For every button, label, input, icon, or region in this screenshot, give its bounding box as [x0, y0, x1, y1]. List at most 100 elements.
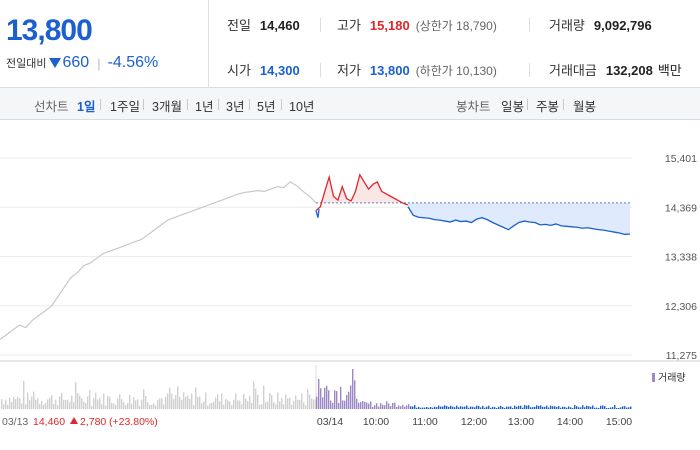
volume-bar: [380, 403, 382, 409]
change-divider: |: [97, 55, 101, 71]
volume-bar: [522, 407, 524, 409]
tab-5years[interactable]: 5년: [257, 100, 276, 114]
volume-bar: [572, 407, 574, 409]
volume-bar: [133, 397, 135, 409]
volume-bar: [255, 388, 257, 409]
open-dip-line: [315, 209, 320, 218]
volume-bar: [113, 403, 115, 409]
volume-bar: [516, 406, 518, 409]
tab-10years[interactable]: 10년: [289, 100, 315, 114]
volume-bar: [31, 396, 33, 409]
tab-1day[interactable]: 1일: [77, 100, 96, 114]
stat-trade-value: 거래대금 132,208 백만: [549, 60, 682, 79]
y-tick-label: 12,306: [665, 301, 697, 313]
volume-bar: [149, 404, 151, 409]
volume-bar: [155, 405, 157, 409]
volume-bar: [426, 407, 428, 409]
change-rate: -4.56%: [107, 54, 159, 71]
volume-bar: [348, 391, 350, 409]
volume-bar: [574, 405, 576, 409]
volume-bar: [384, 405, 386, 409]
volume-bar: [318, 379, 320, 409]
volume-bar: [273, 402, 275, 409]
volume-bar: [309, 394, 311, 409]
volume-bar: [1, 399, 3, 409]
volume-bar: [201, 403, 203, 409]
stat-value: 15,180: [369, 18, 410, 33]
volume-bar: [344, 400, 346, 409]
volume-bar: [167, 393, 169, 409]
stat-volume: 거래량 9,092,796: [549, 15, 652, 34]
volume-bar: [576, 406, 578, 409]
volume-bar: [139, 405, 141, 409]
volume-bar: [215, 397, 217, 409]
tab-daily-candle[interactable]: 일봉: [501, 100, 525, 114]
volume-bar: [99, 397, 101, 409]
volume-bar: [151, 404, 153, 409]
tab-3months[interactable]: 3개월: [152, 100, 182, 114]
volume-bar: [141, 399, 143, 409]
volume-bar: [514, 405, 516, 409]
volume-bar: [55, 399, 57, 409]
volume-bar: [432, 407, 434, 409]
volume-bar: [303, 402, 305, 409]
volume-bar: [482, 405, 484, 409]
tab-weekly-candle[interactable]: 주봉: [536, 100, 560, 114]
tab-1year[interactable]: 1년: [195, 100, 214, 114]
quote-header: 13,800 전일대비 660 | -4.56% 전일 14,460 고가 15…: [0, 0, 700, 88]
volume-bar: [249, 395, 251, 409]
volume-bar: [45, 402, 47, 409]
stat-label: 전일: [227, 18, 251, 33]
volume-bar: [470, 406, 472, 409]
volume-bar: [430, 407, 432, 409]
volume-bar: [496, 407, 498, 409]
volume-bar: [602, 405, 604, 409]
volume-bar: [81, 398, 83, 409]
volume-bar: [235, 393, 237, 409]
volume-bar: [448, 406, 450, 409]
tab-divider: [218, 99, 219, 110]
tab-3years[interactable]: 3년: [226, 100, 245, 114]
volume-bar: [53, 404, 55, 409]
volume-bar: [17, 396, 19, 409]
volume-bar: [143, 389, 145, 409]
volume-bar: [205, 392, 207, 409]
tab-monthly-candle[interactable]: 월봉: [573, 100, 597, 114]
stat-label: 거래대금: [549, 63, 597, 78]
volume-bar: [257, 394, 259, 409]
volume-bar: [608, 407, 610, 409]
volume-bar: [550, 405, 552, 409]
prev-day-change: 2,780: [80, 416, 106, 428]
volume-bar: [350, 385, 352, 409]
volume-bar: [103, 393, 105, 409]
volume-bar: [388, 403, 390, 409]
volume-bar: [502, 407, 504, 409]
volume-bar: [219, 401, 221, 409]
stat-open: 시가 14,300: [227, 60, 300, 79]
x-tick-label: 10:00: [363, 416, 389, 428]
volume-bar: [33, 391, 35, 409]
volume-bar: [620, 407, 622, 409]
volume-bar: [366, 402, 368, 409]
volume-bar: [406, 405, 408, 409]
volume-bar: [127, 402, 129, 409]
volume-bar: [157, 399, 159, 409]
volume-bar: [105, 405, 107, 409]
volume-bar: [153, 403, 155, 409]
volume-bar: [183, 392, 185, 409]
volume-bar: [478, 405, 480, 409]
prev-day-close: 14,460: [33, 416, 65, 428]
y-tick-label: 11,275: [666, 350, 697, 362]
stat-value: 14,460: [259, 18, 300, 33]
volume-bar: [360, 401, 362, 409]
tab-1week[interactable]: 1주일: [110, 100, 140, 114]
volume-bar: [558, 406, 560, 409]
tab-divider: [249, 99, 250, 110]
x-tick-label: 15:00: [606, 416, 632, 428]
volume-bar: [418, 406, 420, 409]
price-chart[interactable]: 15,401 14,369 13,338 12,306 11,275 거래량 03/14…: [0, 120, 700, 450]
volume-bar: [43, 404, 45, 409]
y-tick-label: 15,401: [665, 153, 697, 165]
stat-divider: [320, 63, 321, 77]
volume-bar: [199, 396, 201, 409]
